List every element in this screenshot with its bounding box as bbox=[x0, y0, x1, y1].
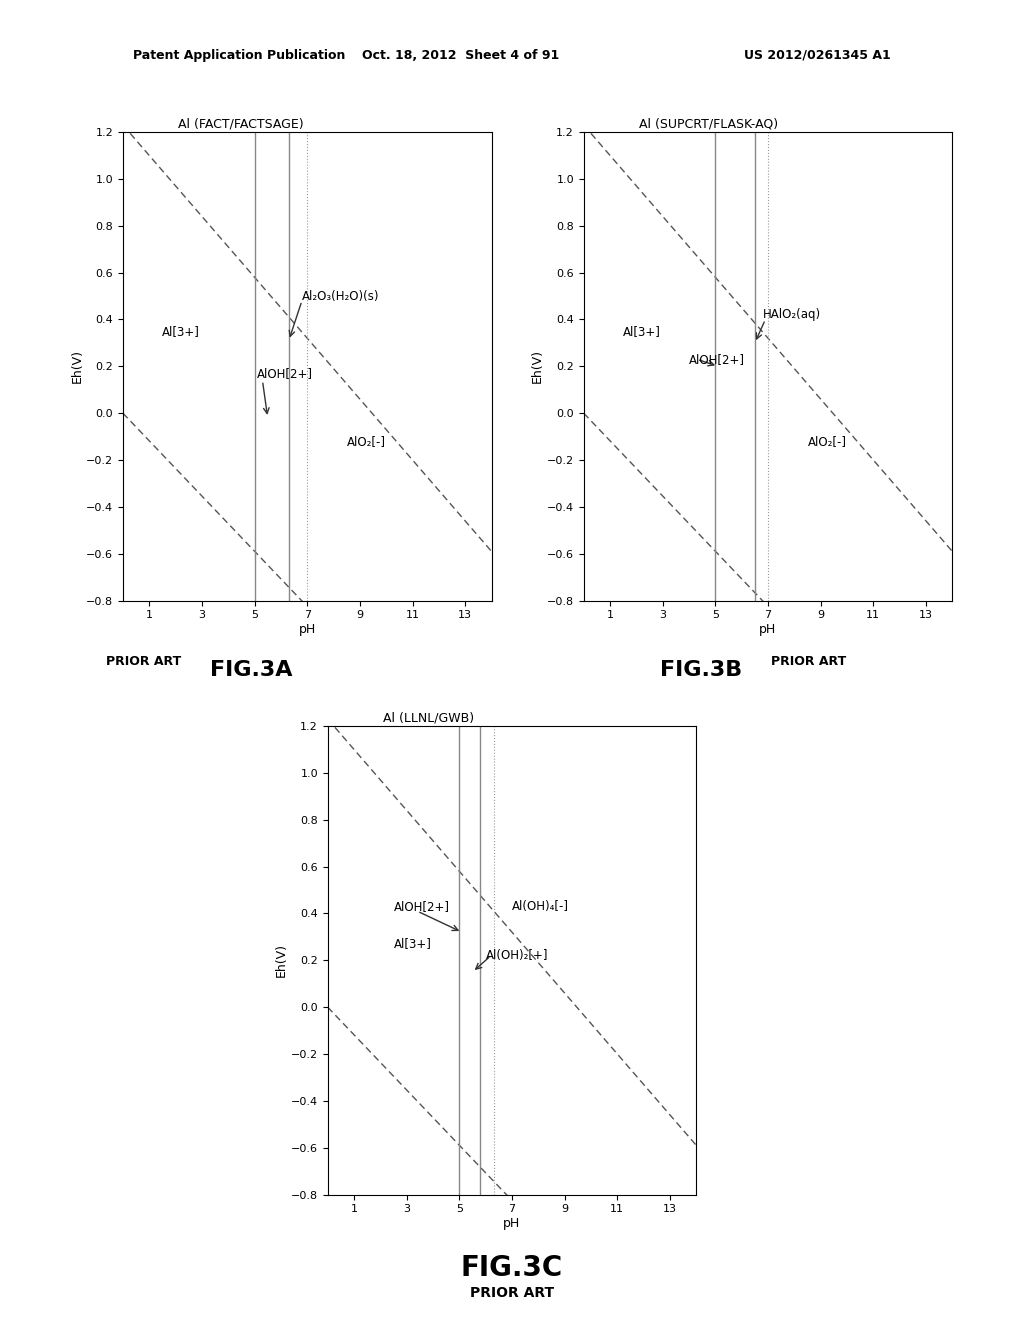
Text: FIG.3C: FIG.3C bbox=[461, 1254, 563, 1282]
Text: HAlO₂(aq): HAlO₂(aq) bbox=[763, 309, 821, 321]
Text: Oct. 18, 2012  Sheet 4 of 91: Oct. 18, 2012 Sheet 4 of 91 bbox=[362, 49, 559, 62]
Text: Al (SUPCRT/FLASK-AQ): Al (SUPCRT/FLASK-AQ) bbox=[639, 117, 778, 131]
X-axis label: pH: pH bbox=[299, 623, 315, 636]
Text: Al (LLNL/GWB): Al (LLNL/GWB) bbox=[383, 711, 474, 725]
Text: Al (FACT/FACTSAGE): Al (FACT/FACTSAGE) bbox=[178, 117, 304, 131]
X-axis label: pH: pH bbox=[504, 1217, 520, 1230]
Text: US 2012/0261345 A1: US 2012/0261345 A1 bbox=[744, 49, 891, 62]
Text: AlOH[2+]: AlOH[2+] bbox=[257, 367, 313, 380]
Y-axis label: Eh(V): Eh(V) bbox=[275, 944, 288, 977]
Text: FIG.3A: FIG.3A bbox=[210, 660, 292, 680]
Text: Al[3+]: Al[3+] bbox=[163, 325, 201, 338]
Text: PRIOR ART: PRIOR ART bbox=[771, 655, 847, 668]
Y-axis label: Eh(V): Eh(V) bbox=[531, 350, 544, 383]
Text: AlO₂[-]: AlO₂[-] bbox=[808, 434, 847, 447]
Text: Al[3+]: Al[3+] bbox=[624, 325, 662, 338]
Y-axis label: Eh(V): Eh(V) bbox=[71, 350, 83, 383]
Text: PRIOR ART: PRIOR ART bbox=[470, 1286, 554, 1300]
Text: Patent Application Publication: Patent Application Publication bbox=[133, 49, 345, 62]
Text: Al[3+]: Al[3+] bbox=[393, 937, 431, 950]
Text: PRIOR ART: PRIOR ART bbox=[105, 655, 181, 668]
Text: AlOH[2+]: AlOH[2+] bbox=[689, 352, 745, 366]
X-axis label: pH: pH bbox=[760, 623, 776, 636]
Text: Al₂O₃(H₂O)(s): Al₂O₃(H₂O)(s) bbox=[302, 289, 380, 302]
Text: AlO₂[-]: AlO₂[-] bbox=[347, 434, 386, 447]
Text: Al(OH)₄[-]: Al(OH)₄[-] bbox=[512, 900, 569, 913]
Text: FIG.3B: FIG.3B bbox=[660, 660, 742, 680]
Text: AlOH[2+]: AlOH[2+] bbox=[393, 900, 450, 913]
Text: Al(OH)₂[+]: Al(OH)₂[+] bbox=[485, 949, 548, 962]
